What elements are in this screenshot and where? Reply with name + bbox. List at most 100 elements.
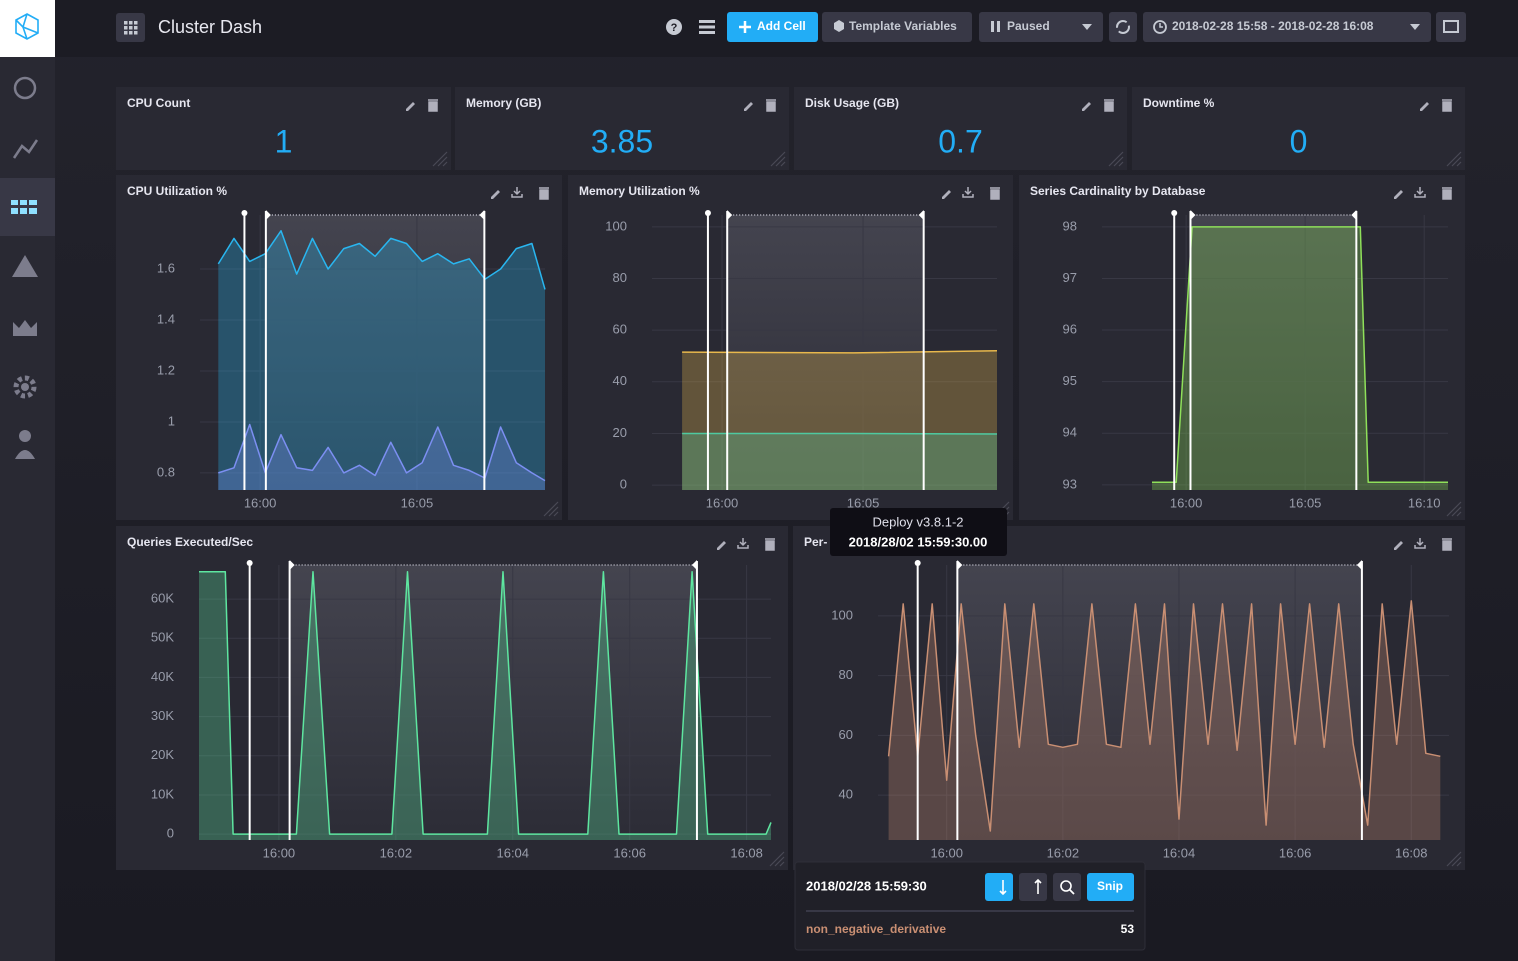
autorefresh-label: Paused	[1007, 19, 1050, 33]
sort-alpha-button[interactable]	[985, 873, 1013, 901]
graph-title: CPU Utilization %	[127, 184, 227, 198]
stat-value: 0	[1290, 123, 1308, 159]
y-tick-label: 97	[1063, 270, 1077, 285]
x-tick-label: 16:00	[244, 495, 277, 510]
y-tick-label: 0	[620, 477, 627, 492]
y-tick-label: 100	[605, 218, 627, 233]
x-tick-label: 16:06	[613, 845, 646, 860]
delete-icon[interactable]	[539, 188, 549, 199]
sort-numeric-button[interactable]	[1019, 873, 1047, 901]
stat-value: 1	[275, 123, 293, 159]
time-range-label: 2018-02-28 15:58 - 2018-02-28 16:08	[1172, 19, 1374, 33]
x-tick-label: 16:00	[263, 845, 296, 860]
x-tick-label: 16:00	[930, 845, 963, 860]
x-tick-label: 16:05	[1289, 495, 1322, 510]
y-tick-label: 20K	[151, 747, 174, 762]
annotation-marker[interactable]	[247, 560, 253, 566]
template-variables-label: Template Variables	[849, 19, 957, 33]
stat-value: 3.85	[591, 123, 653, 159]
stat-title: CPU Count	[127, 96, 190, 110]
x-tick-label: 16:05	[401, 495, 434, 510]
search-button[interactable]	[1053, 873, 1081, 901]
y-tick-label: 60	[613, 322, 627, 337]
y-tick-label: 80	[839, 667, 853, 682]
annotation-marker[interactable]	[241, 210, 247, 216]
presentation-button[interactable]	[1436, 12, 1466, 42]
delete-icon[interactable]	[1104, 100, 1114, 111]
annotation-time: 2018/28/02 15:59:30.00	[849, 534, 988, 549]
y-tick-label: 1.6	[157, 260, 175, 275]
y-tick-label: 20	[613, 425, 627, 440]
delete-icon[interactable]	[1442, 539, 1452, 550]
graph-title: Per-	[804, 535, 827, 549]
list-icon[interactable]	[699, 20, 715, 34]
nav-config-hub	[21, 383, 29, 391]
tooltip-series-value: 53	[1121, 922, 1135, 936]
y-tick-label: 96	[1063, 321, 1077, 336]
delete-icon[interactable]	[1442, 100, 1452, 111]
y-tick-label: 94	[1063, 425, 1077, 440]
y-tick-label: 40	[613, 373, 627, 388]
y-tick-label: 40	[839, 787, 853, 802]
x-tick-label: 16:08	[1395, 845, 1428, 860]
y-tick-label: 40K	[151, 669, 174, 684]
menu-icon	[124, 21, 138, 35]
help-glyph: ?	[671, 22, 678, 34]
graph-title: Queries Executed/Sec	[127, 535, 253, 549]
add-cell-label: Add Cell	[757, 19, 806, 33]
x-tick-label: 16:10	[1408, 495, 1441, 510]
x-tick-label: 16:08	[730, 845, 763, 860]
y-tick-label: 60	[839, 727, 853, 742]
y-tick-label: 1	[168, 413, 175, 428]
y-tick-label: 0	[167, 826, 174, 841]
stat-title: Memory (GB)	[466, 96, 541, 110]
annotation-marker[interactable]	[915, 560, 921, 566]
y-tick-label: 80	[613, 270, 627, 285]
graph-title: Series Cardinality by Database	[1030, 184, 1206, 198]
x-tick-label: 16:00	[706, 495, 739, 510]
y-tick-label: 100	[831, 607, 853, 622]
y-tick-label: 50K	[151, 630, 174, 645]
y-tick-label: 60K	[151, 591, 174, 606]
dashboard-title: Cluster Dash	[158, 17, 262, 37]
delete-icon[interactable]	[1442, 188, 1452, 199]
x-tick-label: 16:04	[1163, 845, 1196, 860]
tooltip-divider	[806, 910, 1134, 912]
x-tick-label: 16:00	[1170, 495, 1203, 510]
pause-icon	[997, 21, 1000, 32]
pause-icon	[991, 21, 994, 32]
y-tick-label: 1.2	[157, 362, 175, 377]
x-tick-label: 16:06	[1279, 845, 1312, 860]
refresh-button[interactable]	[1109, 12, 1137, 42]
annotation-marker[interactable]	[1171, 210, 1177, 216]
y-tick-label: 30K	[151, 708, 174, 723]
hover-time: 2018/02/28 15:59:30	[806, 878, 927, 893]
annotation-marker[interactable]	[705, 210, 711, 216]
stat-title: Disk Usage (GB)	[805, 96, 899, 110]
x-tick-label: 16:02	[1047, 845, 1080, 860]
area	[682, 434, 997, 491]
nav-user[interactable]	[19, 430, 31, 442]
delete-icon[interactable]	[990, 188, 1000, 199]
annotation-name: Deploy v3.8.1-2	[872, 514, 963, 529]
y-tick-label: 0.8	[157, 464, 175, 479]
tooltip-series-name: non_negative_derivative	[806, 922, 946, 936]
x-tick-label: 16:04	[496, 845, 529, 860]
nav-active-bg	[0, 178, 55, 236]
stat-title: Downtime %	[1143, 96, 1215, 110]
y-tick-label: 98	[1063, 218, 1077, 233]
graph-title: Memory Utilization %	[579, 184, 700, 198]
delete-icon[interactable]	[766, 100, 776, 111]
x-tick-label: 16:02	[380, 845, 413, 860]
y-tick-label: 95	[1063, 373, 1077, 388]
y-tick-label: 93	[1063, 476, 1077, 491]
y-tick-label: 10K	[151, 786, 174, 801]
sidebar	[0, 0, 55, 961]
y-tick-label: 1.4	[157, 311, 175, 326]
stat-value: 0.7	[938, 123, 982, 159]
delete-icon[interactable]	[765, 539, 775, 550]
delete-icon[interactable]	[428, 100, 438, 111]
series-line	[682, 434, 997, 435]
